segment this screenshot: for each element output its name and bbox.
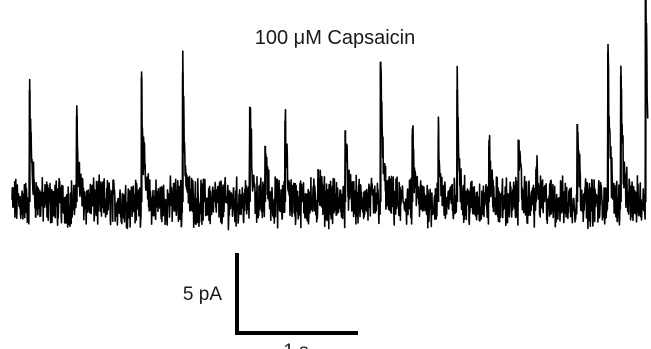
current-trace-line	[11, 0, 649, 231]
scale-bar: 5 pA 1 s	[183, 253, 358, 349]
trace-layer	[11, 0, 649, 231]
chart-title: 100 μM Capsaicin	[255, 27, 416, 49]
scale-bar-y-label: 5 pA	[183, 284, 222, 305]
scale-bar-x-label: 1 s	[283, 341, 308, 349]
